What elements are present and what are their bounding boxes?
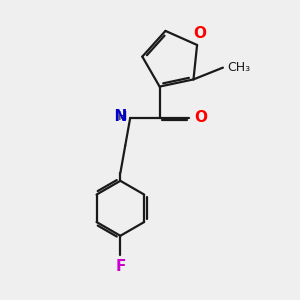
Text: F: F bbox=[115, 259, 125, 274]
Text: H: H bbox=[118, 110, 127, 122]
Text: O: O bbox=[194, 26, 206, 41]
Text: N: N bbox=[104, 109, 127, 124]
Text: CH₃: CH₃ bbox=[227, 61, 250, 74]
Text: O: O bbox=[194, 110, 207, 124]
